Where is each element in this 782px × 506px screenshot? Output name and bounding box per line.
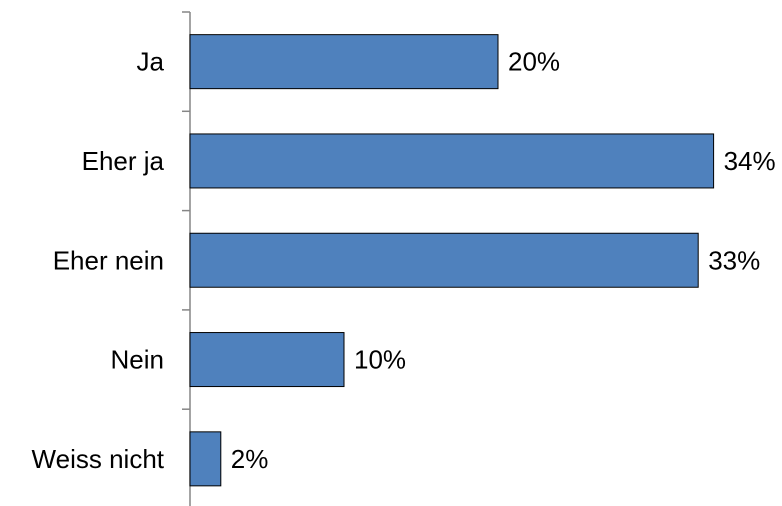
labels-layer: Ja 20% Eher ja 34% Eher nein 33% Nein 10% Weiss …	[32, 47, 776, 474]
data-label: 2%	[231, 444, 269, 474]
category-label: Nein	[111, 345, 164, 375]
category-label: Ja	[137, 47, 165, 77]
data-label: 10%	[354, 345, 406, 375]
bar-nein	[189, 332, 345, 388]
bars-layer	[189, 34, 715, 487]
axis-layer	[182, 11, 191, 506]
data-label: 33%	[708, 245, 760, 275]
data-label: 34%	[724, 146, 776, 176]
data-label: 20%	[508, 47, 560, 77]
bar-eher-nein	[189, 232, 699, 288]
category-label: Eher ja	[82, 146, 165, 176]
bar-eher-ja	[189, 133, 715, 189]
category-label: Eher nein	[53, 245, 164, 275]
category-label: Weiss nicht	[32, 444, 165, 474]
bar-weiss-nicht	[189, 431, 222, 487]
bar-ja	[189, 34, 499, 90]
